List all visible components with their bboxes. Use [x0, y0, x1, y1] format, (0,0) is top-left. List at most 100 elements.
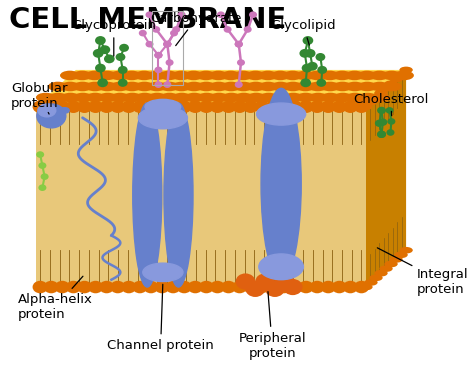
Ellipse shape — [394, 71, 408, 78]
Circle shape — [38, 162, 46, 169]
Ellipse shape — [48, 82, 68, 91]
Circle shape — [236, 273, 255, 290]
Circle shape — [164, 81, 172, 88]
Circle shape — [121, 281, 137, 293]
Circle shape — [152, 26, 160, 33]
Circle shape — [93, 49, 103, 58]
Ellipse shape — [296, 82, 315, 91]
Circle shape — [164, 41, 172, 47]
Ellipse shape — [196, 71, 216, 80]
Circle shape — [143, 281, 158, 293]
Ellipse shape — [345, 71, 365, 80]
Circle shape — [132, 100, 147, 113]
Circle shape — [377, 131, 386, 138]
Circle shape — [165, 100, 181, 113]
Circle shape — [118, 66, 128, 74]
Ellipse shape — [73, 71, 92, 80]
Circle shape — [217, 11, 225, 18]
Ellipse shape — [85, 71, 104, 80]
Circle shape — [317, 66, 327, 74]
Circle shape — [164, 41, 172, 47]
Text: Integral
protein: Integral protein — [377, 248, 469, 296]
Circle shape — [224, 26, 232, 33]
Ellipse shape — [246, 71, 265, 80]
Circle shape — [132, 281, 147, 293]
Circle shape — [41, 173, 49, 180]
Ellipse shape — [197, 82, 216, 91]
Circle shape — [165, 59, 173, 66]
Circle shape — [305, 49, 316, 58]
Circle shape — [164, 41, 172, 47]
Text: Channel protein: Channel protein — [107, 284, 214, 353]
Ellipse shape — [60, 71, 80, 80]
Circle shape — [310, 281, 325, 293]
Circle shape — [235, 41, 243, 47]
Ellipse shape — [197, 93, 217, 102]
Circle shape — [118, 79, 128, 87]
Circle shape — [146, 41, 154, 47]
Circle shape — [177, 100, 192, 113]
Ellipse shape — [172, 71, 191, 80]
Circle shape — [100, 45, 110, 54]
Ellipse shape — [246, 82, 266, 91]
Circle shape — [301, 64, 312, 72]
Circle shape — [77, 100, 92, 113]
Circle shape — [276, 100, 292, 113]
Circle shape — [55, 100, 70, 113]
Circle shape — [320, 281, 336, 293]
Circle shape — [97, 78, 108, 87]
Ellipse shape — [159, 71, 179, 80]
Ellipse shape — [370, 71, 389, 80]
Ellipse shape — [73, 82, 92, 91]
Ellipse shape — [61, 93, 80, 102]
Ellipse shape — [147, 82, 167, 91]
Ellipse shape — [369, 94, 383, 101]
Ellipse shape — [358, 93, 377, 102]
Ellipse shape — [143, 263, 183, 282]
Polygon shape — [36, 70, 406, 107]
Circle shape — [310, 100, 325, 113]
Polygon shape — [366, 70, 406, 287]
Ellipse shape — [345, 82, 365, 91]
Ellipse shape — [122, 82, 142, 91]
Ellipse shape — [332, 71, 352, 80]
Ellipse shape — [160, 93, 179, 102]
Ellipse shape — [320, 93, 340, 102]
Circle shape — [155, 81, 163, 88]
Circle shape — [299, 281, 314, 293]
Ellipse shape — [135, 93, 155, 102]
Circle shape — [146, 11, 154, 18]
Circle shape — [300, 49, 310, 58]
Circle shape — [354, 100, 369, 113]
Circle shape — [254, 281, 269, 293]
Ellipse shape — [271, 82, 291, 91]
Ellipse shape — [123, 93, 142, 102]
Circle shape — [243, 281, 258, 293]
Circle shape — [377, 131, 386, 138]
Circle shape — [199, 100, 214, 113]
Circle shape — [283, 279, 302, 295]
Text: Carbohydrate: Carbohydrate — [151, 12, 242, 46]
Ellipse shape — [221, 71, 241, 80]
Ellipse shape — [308, 93, 328, 102]
Circle shape — [210, 281, 225, 293]
Circle shape — [143, 100, 158, 113]
Circle shape — [188, 281, 203, 293]
Ellipse shape — [147, 93, 167, 102]
Ellipse shape — [370, 93, 390, 102]
Text: Peripheral
protein: Peripheral protein — [238, 292, 306, 360]
Circle shape — [243, 100, 258, 113]
Circle shape — [275, 273, 294, 290]
Circle shape — [244, 26, 252, 33]
Ellipse shape — [209, 82, 228, 91]
Ellipse shape — [400, 247, 413, 254]
Ellipse shape — [379, 265, 392, 272]
Circle shape — [235, 41, 243, 47]
Ellipse shape — [258, 82, 278, 91]
Circle shape — [343, 100, 358, 113]
Circle shape — [287, 281, 302, 293]
Circle shape — [165, 281, 181, 293]
Ellipse shape — [346, 93, 365, 102]
Circle shape — [110, 281, 125, 293]
Circle shape — [237, 59, 245, 66]
